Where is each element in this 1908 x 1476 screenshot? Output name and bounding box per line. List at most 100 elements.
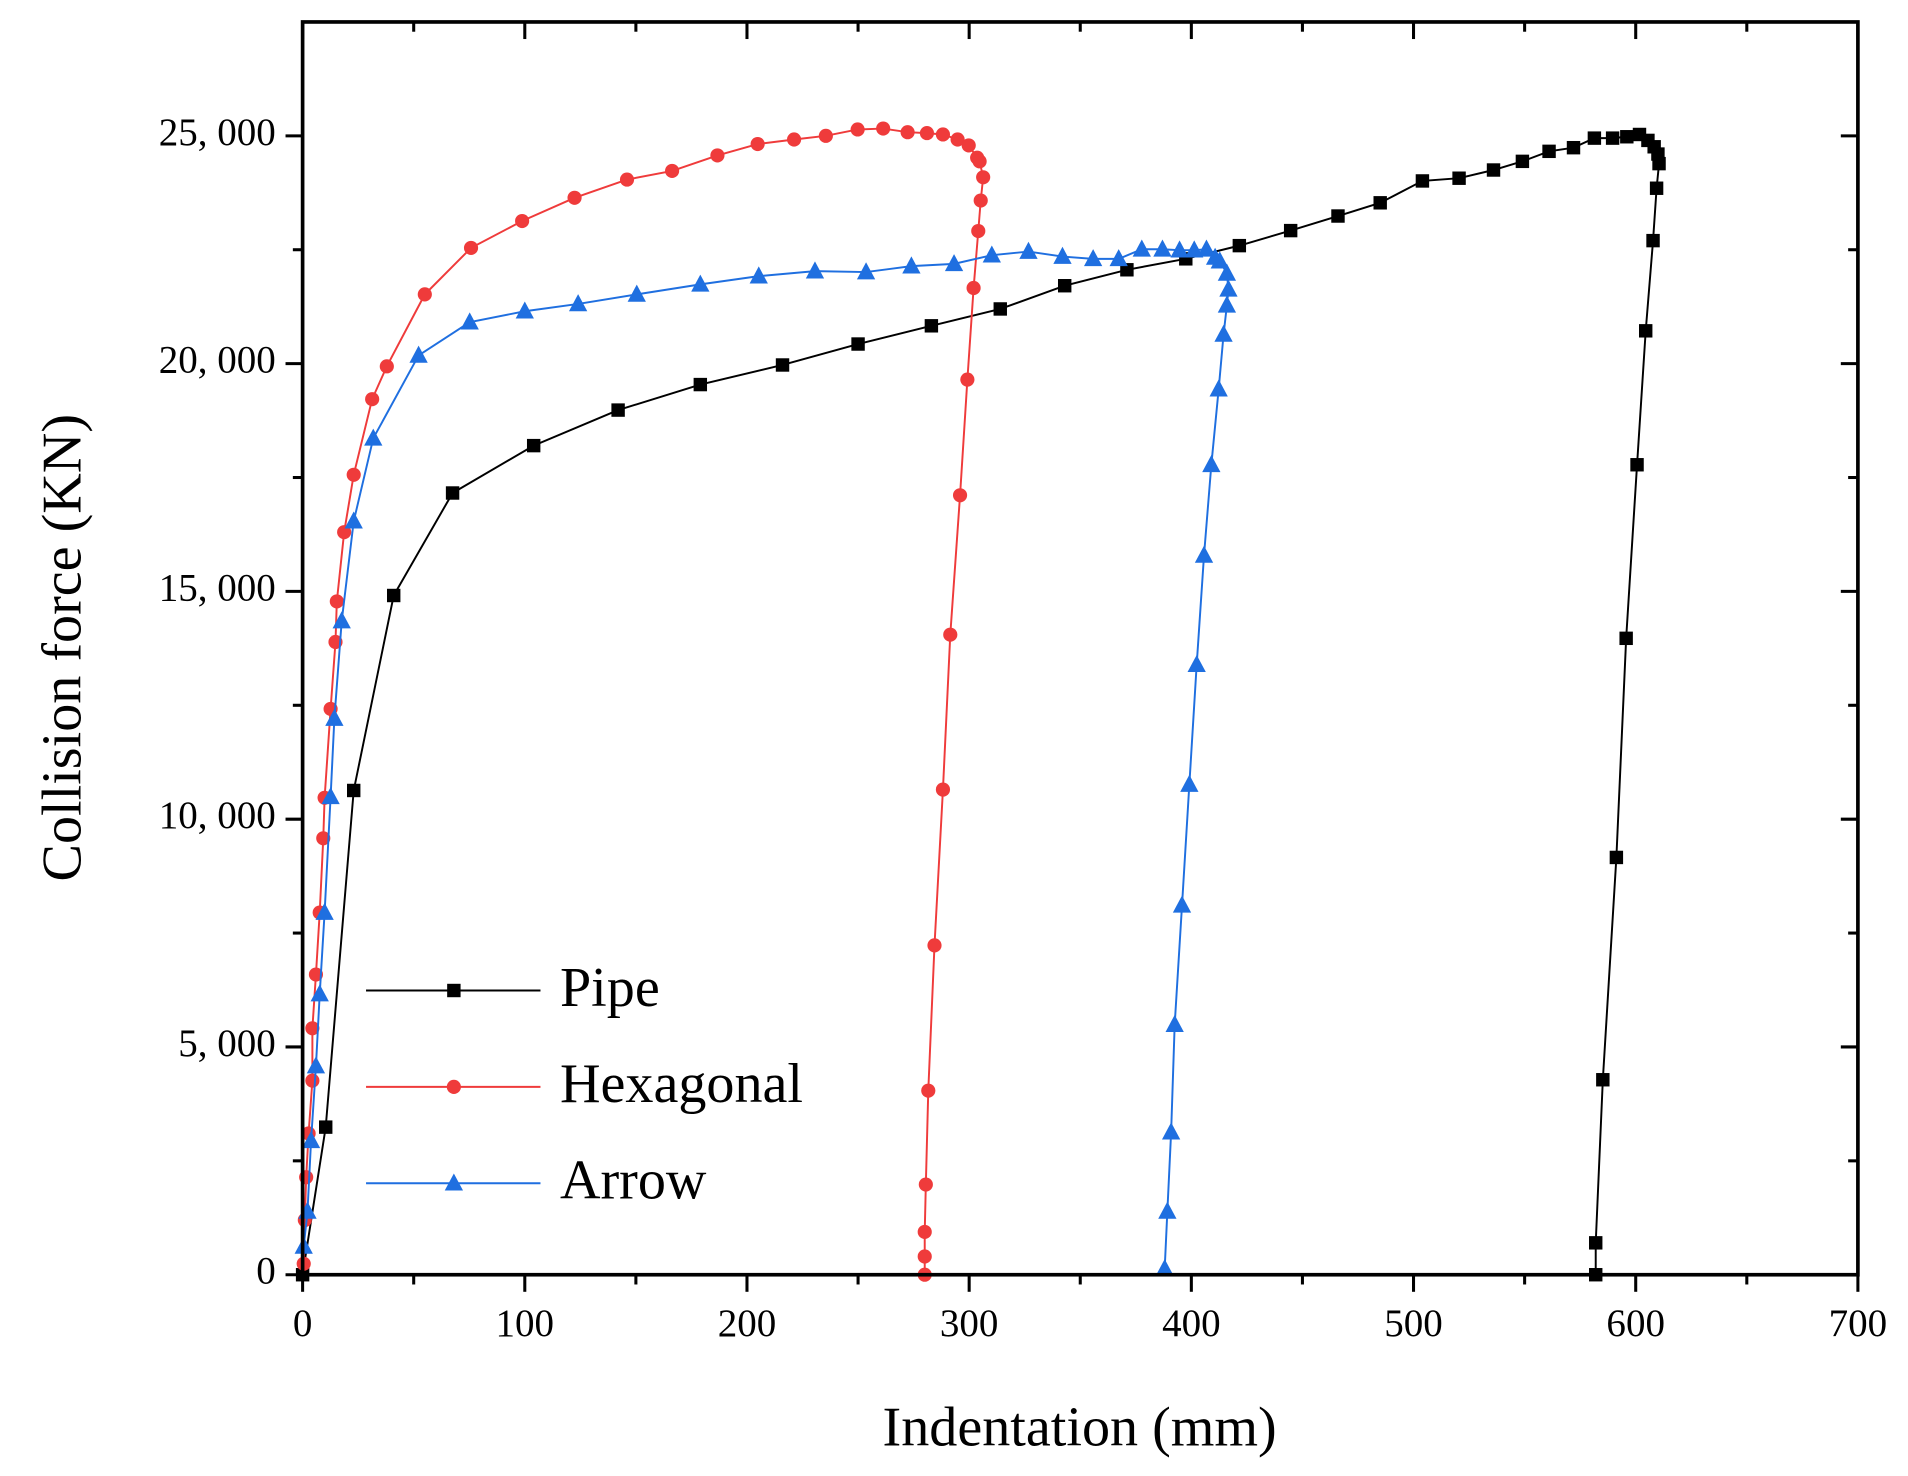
marker bbox=[446, 1079, 461, 1094]
marker bbox=[921, 1083, 936, 1098]
marker bbox=[876, 121, 891, 136]
y-axis-title: Collision force (KN) bbox=[32, 414, 94, 881]
marker bbox=[1132, 239, 1151, 257]
marker bbox=[950, 132, 965, 147]
x-axis-title: Indentation (mm) bbox=[883, 1397, 1277, 1459]
marker bbox=[460, 312, 479, 330]
marker bbox=[935, 127, 951, 142]
marker bbox=[1452, 171, 1466, 185]
marker bbox=[1649, 181, 1664, 195]
marker bbox=[902, 256, 921, 274]
marker bbox=[1515, 154, 1530, 169]
marker bbox=[971, 223, 986, 239]
marker bbox=[1652, 156, 1666, 171]
marker bbox=[1214, 324, 1233, 342]
marker bbox=[447, 983, 461, 998]
marker bbox=[973, 193, 988, 208]
marker bbox=[850, 122, 865, 137]
marker bbox=[952, 488, 968, 503]
marker bbox=[568, 294, 588, 312]
x-tick-label: 600 bbox=[1606, 1302, 1665, 1345]
marker bbox=[379, 359, 394, 374]
marker bbox=[966, 280, 981, 296]
marker bbox=[325, 708, 344, 726]
marker bbox=[1630, 458, 1644, 472]
marker bbox=[1120, 263, 1134, 277]
y-tick-label: 20, 000 bbox=[159, 339, 276, 382]
y-tick-label: 0 bbox=[256, 1250, 276, 1293]
marker bbox=[308, 967, 324, 982]
marker bbox=[444, 1173, 464, 1191]
y-tick-label: 15, 000 bbox=[159, 566, 276, 609]
marker bbox=[805, 261, 825, 279]
marker bbox=[1619, 631, 1633, 646]
y-tick-label: 25, 000 bbox=[159, 111, 276, 154]
marker bbox=[693, 377, 708, 392]
marker bbox=[515, 301, 534, 319]
marker bbox=[1180, 774, 1199, 792]
series-line bbox=[302, 248, 1230, 1269]
marker bbox=[417, 287, 432, 302]
marker bbox=[1609, 850, 1624, 865]
marker bbox=[332, 611, 351, 629]
marker bbox=[1283, 223, 1298, 238]
marker bbox=[611, 403, 625, 417]
marker bbox=[1219, 279, 1238, 297]
marker bbox=[993, 302, 1007, 316]
marker bbox=[1587, 131, 1602, 145]
marker bbox=[515, 213, 530, 229]
marker bbox=[1596, 1073, 1610, 1087]
marker bbox=[321, 787, 340, 805]
marker bbox=[818, 128, 833, 143]
marker bbox=[1019, 241, 1038, 259]
marker bbox=[1155, 1259, 1174, 1277]
marker bbox=[1331, 209, 1345, 223]
marker bbox=[306, 1056, 326, 1074]
marker bbox=[526, 438, 541, 453]
marker bbox=[1187, 654, 1206, 673]
y-tick-label: 10, 000 bbox=[159, 794, 276, 837]
marker bbox=[1153, 239, 1172, 257]
marker bbox=[1217, 263, 1237, 281]
marker bbox=[319, 1120, 333, 1134]
marker bbox=[972, 154, 987, 169]
marker bbox=[1057, 279, 1072, 293]
marker bbox=[900, 125, 915, 140]
x-tick-label: 200 bbox=[718, 1302, 777, 1345]
x-tick-label: 400 bbox=[1162, 1302, 1221, 1345]
marker bbox=[1158, 1201, 1177, 1219]
x-tick-label: 500 bbox=[1384, 1302, 1443, 1345]
legend-label: Arrow bbox=[560, 1150, 707, 1212]
marker bbox=[1373, 196, 1387, 210]
marker bbox=[710, 148, 725, 163]
marker bbox=[346, 467, 361, 482]
marker bbox=[1210, 251, 1229, 269]
marker bbox=[344, 511, 363, 529]
marker bbox=[960, 372, 975, 387]
marker bbox=[665, 163, 680, 178]
legend-label: Hexagonal bbox=[560, 1053, 803, 1115]
marker bbox=[927, 938, 942, 953]
marker bbox=[337, 525, 352, 540]
marker bbox=[1415, 174, 1430, 188]
marker bbox=[982, 245, 1001, 263]
marker bbox=[567, 190, 582, 205]
marker bbox=[329, 594, 344, 609]
marker bbox=[1217, 295, 1237, 313]
marker bbox=[1185, 240, 1204, 258]
marker bbox=[1209, 379, 1228, 397]
marker bbox=[1053, 246, 1072, 264]
plot-frame bbox=[300, 20, 1860, 1277]
marker bbox=[1109, 249, 1128, 267]
marker bbox=[691, 274, 710, 292]
marker bbox=[924, 319, 939, 333]
marker bbox=[851, 337, 865, 351]
marker bbox=[917, 1249, 932, 1264]
marker bbox=[1646, 233, 1660, 248]
marker bbox=[749, 266, 768, 284]
marker bbox=[305, 1021, 320, 1036]
x-tick-label: 300 bbox=[940, 1302, 999, 1345]
marker bbox=[305, 1073, 320, 1088]
marker bbox=[1083, 249, 1103, 267]
